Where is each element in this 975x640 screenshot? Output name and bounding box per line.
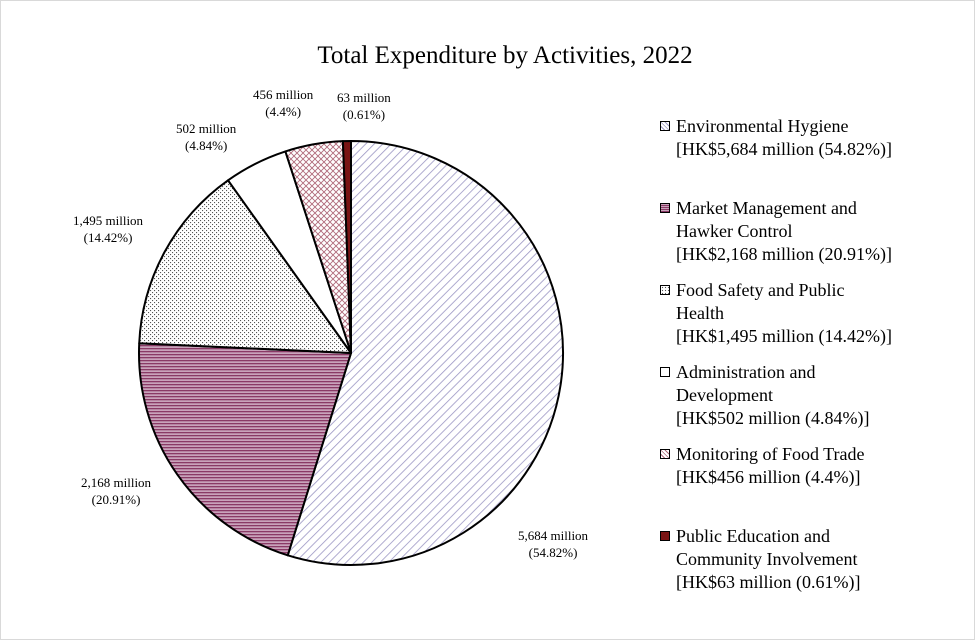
- legend-name-line: Health: [676, 303, 724, 323]
- legend-label: Market Management and Hawker Control [HK$2…: [676, 197, 961, 266]
- legend-name-line: Food Safety and Public: [676, 280, 845, 300]
- slice-data-label: 1,495 million (14.42%): [73, 212, 143, 246]
- slice-data-label: 2,168 million (20.91%): [81, 474, 151, 508]
- legend-name-line: Monitoring of Food Trade: [676, 444, 865, 464]
- slice-label-value: 5,684 million: [518, 528, 589, 543]
- legend-amount: [HK$63 million (0.61%)]: [676, 572, 861, 592]
- legend-swatch: [660, 203, 670, 213]
- legend-name-line: Community Involvement: [676, 549, 858, 569]
- legend-amount: [HK$2,168 million (20.91%)]: [676, 244, 892, 264]
- legend-swatch: [660, 121, 670, 131]
- slice-label-percent: (54.82%): [528, 545, 578, 560]
- legend-name-line: Environmental Hygiene: [676, 116, 849, 136]
- slice-data-label: 63 million (0.61%): [337, 89, 391, 123]
- legend-name-line: Development: [676, 385, 773, 405]
- legend-amount: [HK$5,684 million (54.82%)]: [676, 139, 892, 159]
- legend-label: Public Education and Community Involvemen…: [676, 525, 961, 594]
- slice-label-percent: (14.42%): [83, 230, 133, 245]
- slice-data-label: 456 million (4.4%): [253, 86, 313, 120]
- slice-label-percent: (4.84%): [185, 138, 228, 153]
- slice-label-percent: (4.4%): [265, 104, 302, 119]
- slice-label-percent: (0.61%): [342, 107, 386, 122]
- legend-swatch: [660, 531, 670, 541]
- legend-swatch: [660, 449, 670, 459]
- legend-amount: [HK$502 million (4.84%)]: [676, 408, 870, 428]
- legend-name-line: Public Education and: [676, 526, 830, 546]
- legend-name-line: Administration and: [676, 362, 816, 382]
- chart-title: Total Expenditure by Activities, 2022: [317, 42, 693, 69]
- pie-slice: [286, 140, 564, 566]
- legend-label: Food Safety and Public Health [HK$1,495 mi…: [676, 279, 961, 348]
- legend-swatch: [660, 285, 670, 295]
- legend-swatch: [660, 367, 670, 377]
- pie-slice: [341, 139, 352, 354]
- legend-name-line: Hawker Control: [676, 221, 793, 241]
- slice-label-value: 502 million: [176, 121, 237, 136]
- slice-data-label: 502 million (4.84%): [176, 120, 236, 154]
- pie-slices: [138, 139, 564, 566]
- slice-label-percent: (20.91%): [91, 492, 141, 507]
- legend-label: Monitoring of Food Trade [HK$456 million …: [676, 443, 961, 489]
- slice-label-value: 2,168 million: [81, 475, 152, 490]
- legend-label: Environmental Hygiene [HK$5,684 million (…: [676, 115, 961, 161]
- legend-amount: [HK$1,495 million (14.42%)]: [676, 326, 892, 346]
- pie-slice: [138, 342, 352, 557]
- slice-label-value: 63 million: [337, 90, 391, 105]
- legend-name-line: Market Management and: [676, 198, 857, 218]
- pie-slice: [138, 179, 352, 354]
- slice-data-label: 5,684 million (54.82%): [518, 527, 588, 561]
- legend-label: Administration and Development [HK$502 mil…: [676, 361, 961, 430]
- slice-label-value: 1,495 million: [73, 213, 144, 228]
- legend-amount: [HK$456 million (4.4%)]: [676, 467, 861, 487]
- slice-label-value: 456 million: [253, 87, 314, 102]
